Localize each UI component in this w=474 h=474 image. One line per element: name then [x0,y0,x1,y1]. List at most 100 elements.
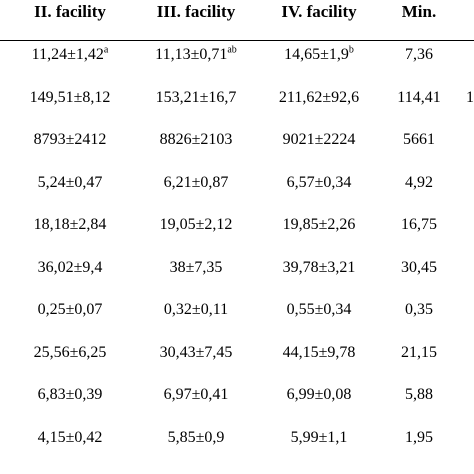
table-cell: 11,13±0,71ab [155,44,237,64]
header-min: Min. [401,2,437,21]
table-row: 6,83±0,39 6,97±0,41 6,99±0,08 5,88 [0,386,474,408]
cell-value: 114,41 [397,88,441,106]
cell-value: 19,05±2,12 [159,216,233,233]
table-row: 25,56±6,25 30,43±7,45 44,15±9,78 21,15 [0,344,474,366]
table-cell: 19,85±2,26 [283,216,356,234]
cell-value: 0,35 [405,301,433,318]
cell-value: 21,15 [401,343,437,361]
cell-value: 153,21±16,7 [155,88,237,106]
cell-value: 14,65±1,9 [284,46,349,63]
cell-value: 11,13±0,71 [155,46,228,63]
cell-value: 6,99±0,08 [286,386,352,403]
cell-value: 16,75 [401,216,437,233]
cell-value: 30,45 [401,258,437,276]
cell-value: 6,57±0,34 [286,173,352,191]
table-cell: 7,36 [405,46,433,64]
cell-superscript: b [348,44,354,56]
table-row: 4,15±0,42 5,85±0,9 5,99±1,1 1,95 [0,429,474,451]
cell-value: 1,95 [405,428,433,446]
header-rule [0,40,474,41]
cell-value: 5661 [403,131,435,148]
table-cell: 0,25±0,07 [38,301,103,319]
table-cell: 6,99±0,08 [287,386,352,404]
table-cell: 6,21±0,87 [164,174,229,192]
cell-value: 9021±2224 [282,131,356,148]
table-row: 0,25±0,07 0,32±0,11 0,55±0,34 0,35 [0,301,474,323]
cell-value: 5,85±0,9 [167,428,225,446]
table-cell: 0,32±0,11 [164,301,228,319]
header-iii-facility: III. facility [156,2,236,21]
table-cell: 5,99±1,1 [291,429,348,447]
cell-value: 5,88 [405,386,433,403]
table-cell: 18,18±2,84 [34,216,107,234]
cell-value: 44,15±9,78 [282,343,356,361]
table-cell: 30,45 [401,259,437,277]
cell-value: 30,43±7,45 [159,343,233,361]
cell-value: 4,92 [405,173,433,191]
cell-value: 19,85±2,26 [282,216,356,233]
cell-value: 149,51±8,12 [29,88,111,106]
cell-value: 0,32±0,11 [163,301,229,318]
table-header-row: II. facility III. facility IV. facility … [0,0,474,26]
table-cell: 5661 [403,131,435,149]
table-cell: 11,24±1,42a [31,44,109,64]
table-cell: 25,56±6,25 [34,344,107,362]
table-row: 36,02±9,4 38±7,35 39,78±3,21 30,45 [0,259,474,281]
table-cell: 153,21±16,7 [156,89,237,107]
cell-value: 8793±2412 [33,131,107,148]
cell-value: 7,36 [405,46,433,63]
table-cell: 114,41 [397,89,440,107]
cell-value: 18,18±2,84 [33,216,107,233]
table-cell: 36,02±9,4 [38,259,103,277]
table-cell: 8793±2412 [34,131,107,149]
table-row: 8793±2412 8826±2103 9021±2224 5661 [0,131,474,153]
table-cell: 4,15±0,42 [38,429,103,447]
table-cell: 19,05±2,12 [160,216,233,234]
table-cell: 0,55±0,34 [287,301,352,319]
table-cell: 149,51±8,12 [30,89,111,107]
header-ii-facility: II. facility [34,2,106,21]
table-cell: 39,78±3,21 [283,259,356,277]
cell-value: 36,02±9,4 [37,258,103,276]
table-cell: 16,75 [401,216,437,234]
table-cell: 9021±2224 [283,131,356,149]
cell-value: 5,24±0,47 [37,173,103,191]
table-cell: 30,43±7,45 [160,344,233,362]
table-cell: 14,65±1,9b [284,44,354,64]
table-cell: 6,57±0,34 [287,174,352,192]
table-cell: 5,88 [405,386,433,404]
cell-value: 0,25±0,07 [37,301,103,318]
table-cell: 44,15±9,78 [283,344,356,362]
cell-value: 8826±2103 [159,131,233,148]
cell-value: 6,21±0,87 [163,173,229,191]
table-row: 11,24±1,42a 11,13±0,71ab 14,65±1,9b 7,36 [0,44,474,68]
table-cell: 6,97±0,41 [164,386,229,404]
table-cell: 21,15 [401,344,437,362]
cell-value: 11,24±1,42 [31,46,104,63]
table-cell: 6,83±0,39 [38,386,103,404]
header-iv-facility: IV. facility [281,2,357,21]
table-cell: 4,92 [405,174,433,192]
cell-value: 6,83±0,39 [37,386,103,403]
cell-value: 39,78±3,21 [282,258,356,276]
cell-value: 211,62±92,6 [278,88,360,106]
cell-superscript: ab [227,44,237,56]
table-cell: 0,35 [405,301,433,319]
cell-value: 0,55±0,34 [286,301,352,318]
cell-value: 6,97±0,41 [163,386,229,403]
cell-superscript: a [103,44,109,56]
cell-value: 4,15±0,42 [37,428,103,446]
table-cell: 5,85±0,9 [168,429,225,447]
table-cell: 38±7,35 [170,259,223,277]
table-cell: 211,62±92,6 [279,89,359,107]
table-cell: 1,95 [405,429,433,447]
table-row: 18,18±2,84 19,05±2,12 19,85±2,26 16,75 [0,216,474,238]
cell-value: 38±7,35 [169,258,223,276]
cell-value: 25,56±6,25 [33,343,107,361]
table-row: 149,51±8,12 153,21±16,7 211,62±92,6 114,41 [0,89,474,111]
clipped-cell-fragment: 1 [466,88,474,106]
table-cell: 8826±2103 [160,131,233,149]
table-cell: 5,24±0,47 [38,174,103,192]
table-row: 5,24±0,47 6,21±0,87 6,57±0,34 4,92 [0,174,474,196]
